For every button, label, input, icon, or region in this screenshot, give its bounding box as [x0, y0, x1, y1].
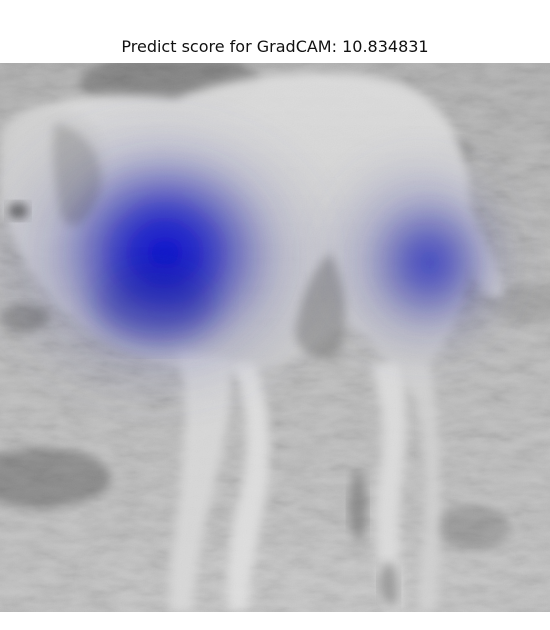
- figure-title: Predict score for GradCAM: 10.834831: [121, 37, 429, 56]
- gradcam-image: [0, 63, 550, 612]
- gradcam-image-panel: [0, 63, 550, 612]
- gradcam-heatmap-overlay: [0, 103, 530, 413]
